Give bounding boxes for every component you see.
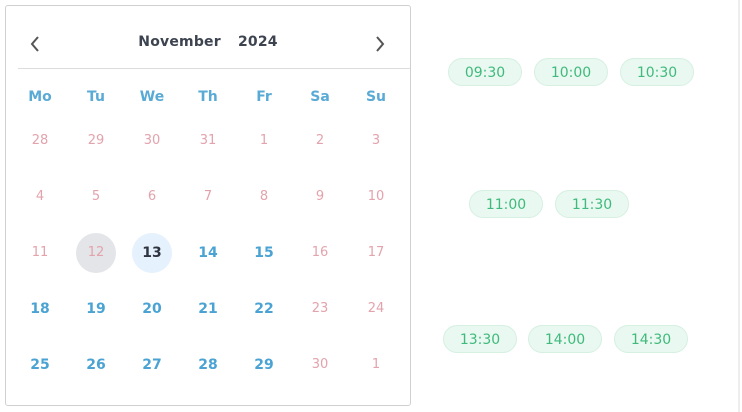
day-cell: 29: [87, 133, 105, 148]
time-slot-button[interactable]: 10:30: [620, 58, 694, 86]
day-cell: 2: [315, 133, 325, 148]
day-cell: 7: [203, 189, 213, 204]
time-slot-button[interactable]: 09:30: [448, 58, 522, 86]
day-cell: 4: [35, 189, 45, 204]
day-cell[interactable]: 27: [142, 357, 162, 373]
time-slot-button[interactable]: 11:30: [555, 190, 629, 218]
day-cell[interactable]: 15: [254, 245, 274, 261]
day-cell: 1: [259, 133, 269, 148]
day-cell: 10: [367, 189, 385, 204]
day-cell: 9: [315, 189, 325, 204]
day-cell[interactable]: 26: [86, 357, 106, 373]
day-cell[interactable]: 20: [142, 301, 162, 317]
day-cell: 23: [311, 301, 329, 316]
time-slot-button[interactable]: 14:00: [528, 325, 602, 353]
day-cell: 3: [371, 133, 381, 148]
day-cell: 30: [311, 357, 329, 372]
day-cell[interactable]: 19: [86, 301, 106, 317]
weekday-header: Fr: [256, 89, 272, 105]
day-cell-today: 12: [76, 233, 116, 273]
weekday-header: Mo: [28, 89, 52, 105]
chevron-left-icon: [30, 36, 39, 52]
month-label[interactable]: November: [138, 34, 221, 50]
day-cell[interactable]: 28: [198, 357, 218, 373]
prev-month-button[interactable]: [23, 30, 47, 58]
day-cell-selected[interactable]: 13: [132, 233, 172, 273]
weekday-header: Tu: [87, 89, 105, 105]
weekday-header: Sa: [310, 89, 330, 105]
header-divider: [18, 68, 410, 69]
day-cell[interactable]: 22: [254, 301, 274, 317]
day-cell: 5: [91, 189, 101, 204]
day-cell: 17: [367, 245, 385, 260]
time-slot-button[interactable]: 11:00: [469, 190, 543, 218]
day-cell: 24: [367, 301, 385, 316]
day-cell: 11: [31, 245, 49, 260]
day-cell[interactable]: 25: [30, 357, 50, 373]
time-slot-button[interactable]: 13:30: [443, 325, 517, 353]
date-picker: November 2024 Mo Tu We Th Fr Sa Su 28 29 30 31 1 2 3 4…: [5, 5, 411, 406]
day-cell: 16: [311, 245, 329, 260]
weekday-header: Th: [198, 89, 218, 105]
day-cell[interactable]: 18: [30, 301, 50, 317]
day-cell[interactable]: 14: [198, 245, 218, 261]
time-slot-button[interactable]: 10:00: [534, 58, 608, 86]
day-cell: 30: [143, 133, 161, 148]
day-cell[interactable]: 21: [198, 301, 218, 317]
weekday-header: Su: [365, 89, 387, 105]
year-label[interactable]: 2024: [237, 34, 278, 50]
day-cell: 28: [31, 133, 49, 148]
panel-edge: [738, 0, 740, 412]
time-slot-button[interactable]: 14:30: [614, 325, 688, 353]
day-cell: 8: [259, 189, 269, 204]
chevron-right-icon: [376, 36, 385, 52]
day-cell: 1: [371, 357, 381, 372]
next-month-button[interactable]: [368, 30, 392, 58]
day-cell: 31: [199, 133, 217, 148]
day-cell[interactable]: 29: [254, 357, 274, 373]
weekday-header: We: [139, 89, 165, 105]
month-year-title: November 2024: [6, 34, 410, 50]
day-cell: 6: [147, 189, 157, 204]
